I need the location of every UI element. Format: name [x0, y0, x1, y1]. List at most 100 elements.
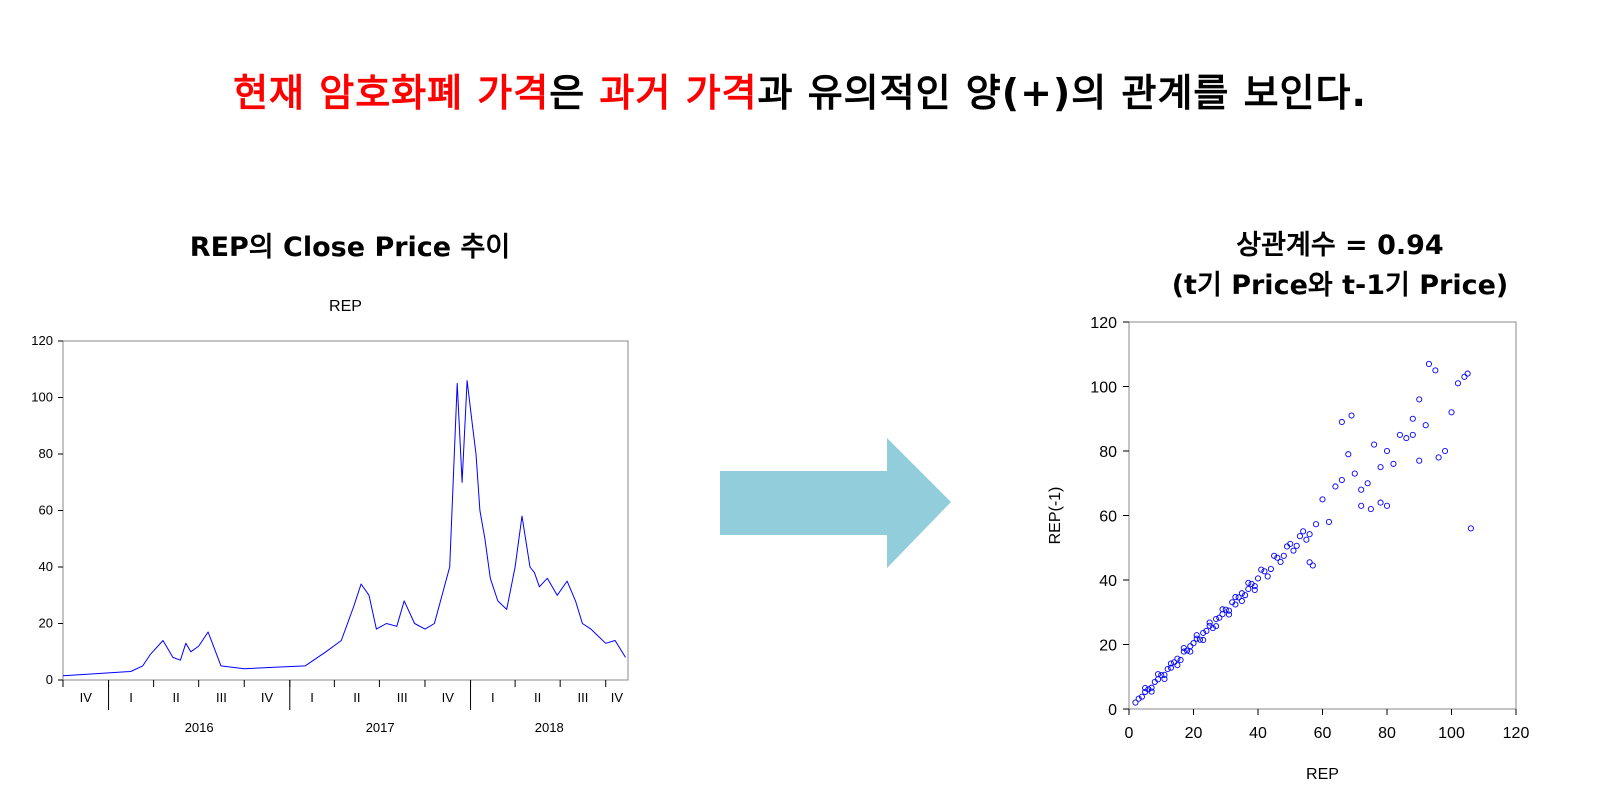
x-quarter-label: III — [578, 690, 589, 705]
scatter-point — [1161, 671, 1168, 678]
x-tick-label: 40 — [1249, 725, 1267, 742]
x-quarter-label: IV — [80, 690, 93, 705]
scatter-point — [1300, 528, 1307, 535]
scatter-point — [1213, 623, 1220, 630]
scatter-point — [1467, 525, 1474, 532]
scatter-point — [1132, 699, 1139, 706]
scatter-point — [1271, 552, 1278, 559]
scatter-point — [1358, 502, 1365, 509]
scatter-point — [1245, 579, 1252, 586]
y-tick-label: 20 — [39, 616, 53, 631]
scatter-point — [1138, 693, 1145, 700]
scatter-point — [1309, 562, 1316, 569]
x-year-label: 2017 — [366, 720, 395, 735]
scatter-point — [1264, 573, 1271, 580]
scatter-point — [1200, 636, 1207, 644]
x-tick-label: 60 — [1314, 725, 1332, 742]
scatter-point — [1422, 422, 1429, 429]
scatter-point — [1258, 566, 1265, 573]
scatter-point — [1238, 597, 1245, 605]
x-tick-label: 20 — [1185, 725, 1203, 742]
scatter-point — [1367, 505, 1374, 513]
left-section-title: REP의 Close Price 추이 — [189, 232, 511, 263]
headline: 현재 암호화폐 가격은 과거 가격과 유의적인 양(+)의 관계를 보인다. — [0, 62, 1600, 117]
scatter-point — [1242, 592, 1249, 599]
scatter-point — [1225, 611, 1233, 618]
scatter-point — [1280, 552, 1287, 559]
scatter-point — [1235, 594, 1242, 601]
scatter-point — [1358, 486, 1365, 493]
scatter-point — [1251, 583, 1258, 590]
correlation-coefficient-label: 상관계수 = 0.94 — [1236, 230, 1444, 261]
y-tick-label: 60 — [39, 503, 53, 518]
x-quarter-label: IV — [611, 690, 624, 705]
scatter-point — [1461, 373, 1468, 380]
headline-highlight-current-price: 현재 암호화폐 가격 — [233, 71, 550, 115]
right-section-title: 상관계수 = 0.94 (t기 Price와 t-1기 Price) — [1130, 226, 1550, 306]
scatter-point — [1332, 483, 1339, 490]
y-tick-label: 120 — [1090, 315, 1117, 332]
scatter-point — [1409, 415, 1416, 422]
scatter-point — [1174, 655, 1181, 662]
scatter-point — [1364, 480, 1371, 487]
scatter-point — [1377, 464, 1384, 471]
x-quarter-label: I — [129, 690, 133, 705]
x-quarter-label: III — [397, 690, 408, 705]
scatter-point — [1390, 460, 1397, 467]
scatter-point — [1196, 636, 1203, 643]
scatter-point — [1164, 665, 1171, 673]
scatter-point — [1303, 536, 1310, 543]
scatter-point — [1245, 585, 1252, 593]
scatter-point — [1254, 575, 1262, 582]
x-quarter-label: II — [173, 690, 180, 705]
y-axis-label: REP(-1) — [1047, 487, 1064, 545]
scatter-point — [1371, 441, 1378, 448]
x-quarter-label: II — [353, 690, 360, 705]
plot-frame — [1128, 321, 1517, 710]
scatter-point — [1203, 627, 1210, 635]
scatter-point — [1180, 644, 1187, 652]
scatter-point — [1277, 558, 1284, 565]
scatter-point — [1222, 606, 1229, 613]
y-tick-label: 80 — [39, 446, 53, 461]
scatter-point — [1267, 565, 1274, 573]
scatter-point — [1158, 672, 1165, 679]
y-tick-label: 100 — [31, 390, 53, 405]
scatter-point — [1290, 547, 1297, 554]
y-tick-label: 40 — [1099, 573, 1117, 590]
scatter-point — [1274, 554, 1281, 561]
scatter-point — [1232, 594, 1239, 601]
scatter-point — [1377, 499, 1384, 506]
scatter-point — [1148, 684, 1155, 691]
scatter-point — [1442, 447, 1449, 455]
scatter-point — [1135, 695, 1142, 702]
scatter-point — [1193, 635, 1200, 642]
scatter-point — [1383, 447, 1391, 455]
scatter-point — [1238, 590, 1245, 597]
scatter-point — [1293, 542, 1300, 549]
x-tick-label: 100 — [1438, 725, 1465, 742]
scatter-point — [1161, 675, 1168, 683]
scatter-point — [1416, 396, 1423, 403]
scatter-point — [1351, 470, 1358, 477]
y-tick-label: 120 — [31, 333, 53, 348]
scatter-point — [1338, 418, 1345, 426]
scatter-point — [1464, 370, 1471, 377]
scatter-point — [1306, 531, 1313, 538]
y-tick-label: 80 — [1099, 444, 1117, 461]
scatter-point — [1187, 648, 1194, 655]
scatter-point — [1200, 629, 1207, 636]
scatter-point — [1348, 412, 1355, 419]
x-quarter-label: I — [491, 690, 495, 705]
scatter-point — [1167, 664, 1174, 671]
scatter-point — [1325, 518, 1332, 526]
scatter-point — [1177, 656, 1184, 664]
y-tick-label: 40 — [39, 559, 53, 574]
x-quarter-label: II — [534, 690, 541, 705]
scatter-point — [1396, 431, 1403, 438]
scatter-point — [1432, 367, 1439, 374]
x-tick-label: 120 — [1503, 725, 1530, 742]
x-quarter-label: IV — [261, 690, 274, 705]
